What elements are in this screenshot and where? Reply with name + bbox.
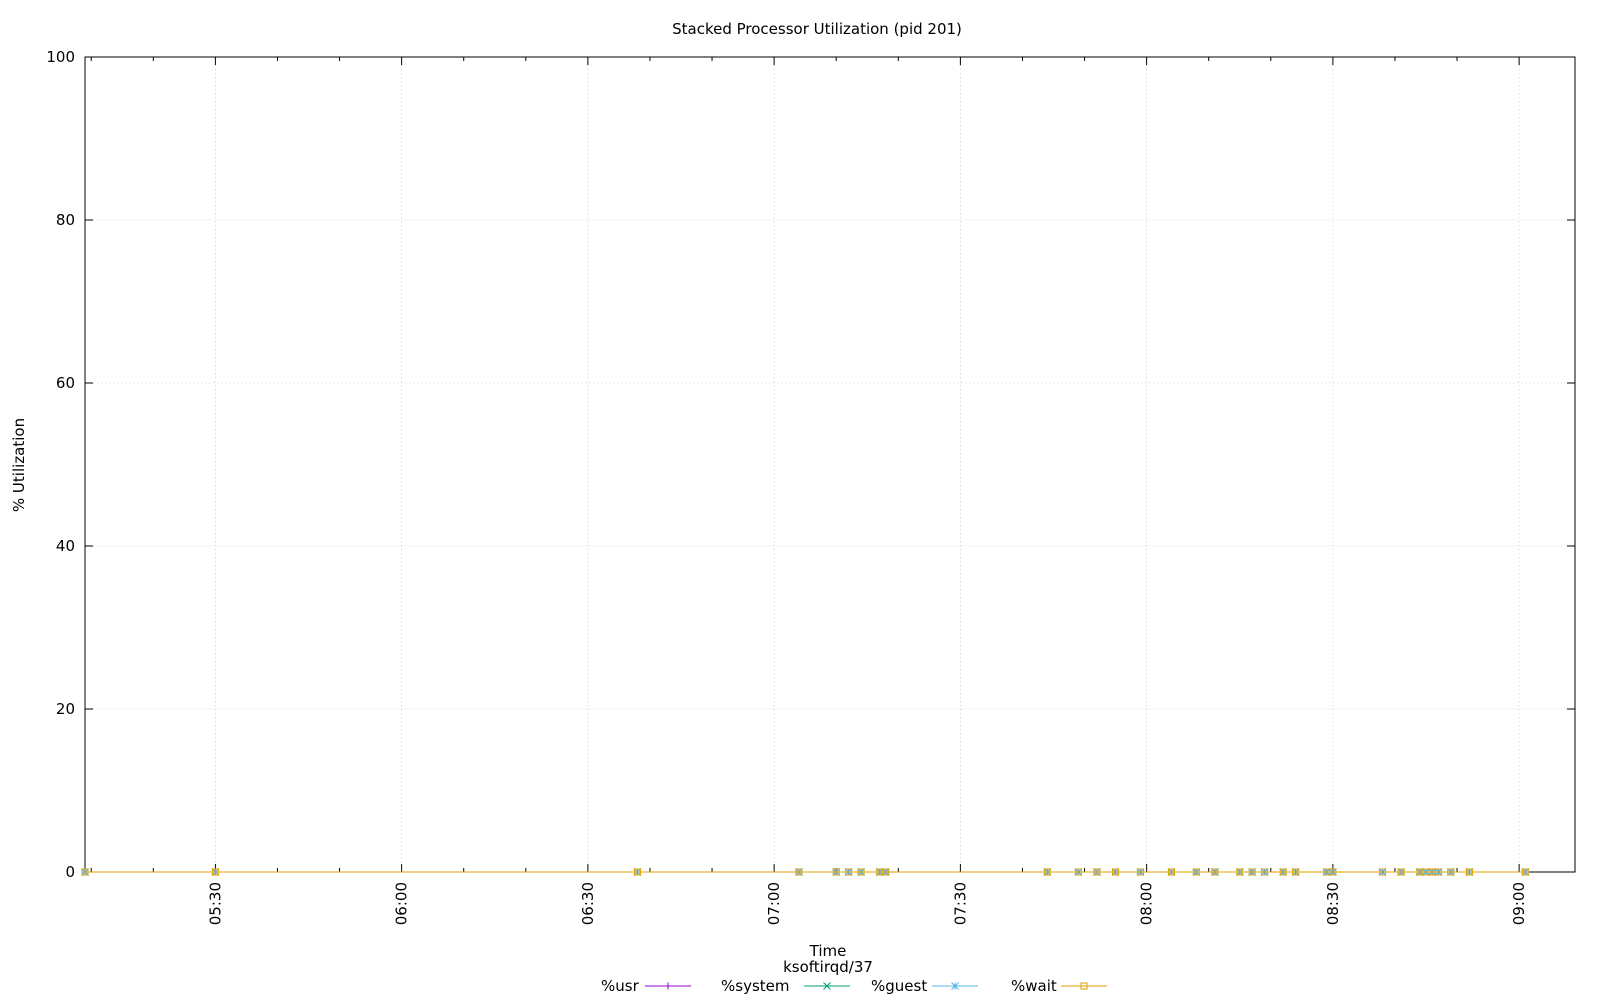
x-tick-label: 07:30 bbox=[951, 882, 969, 925]
legend-item: %wait bbox=[1011, 977, 1107, 995]
x-tick-label: 06:00 bbox=[393, 882, 411, 925]
x-tick-label: 07:00 bbox=[765, 882, 783, 925]
legend: %usr %system %guest %wait bbox=[601, 977, 1107, 995]
x-tick-label: 05:30 bbox=[206, 882, 224, 925]
legend-label: %usr bbox=[601, 977, 640, 995]
x-tick-label: 08:00 bbox=[1138, 882, 1156, 925]
plot-frame bbox=[85, 57, 1575, 872]
x-tick-label: 09:00 bbox=[1510, 882, 1528, 925]
legend-label: %system bbox=[721, 977, 789, 995]
y-tick-label: 0 bbox=[65, 863, 75, 881]
legend-item: %guest bbox=[871, 977, 978, 995]
legend-item: %system bbox=[721, 977, 850, 995]
x-tick-label: 08:30 bbox=[1324, 882, 1342, 925]
y-tick-label: 80 bbox=[56, 211, 75, 229]
y-tick-label: 20 bbox=[56, 700, 75, 718]
series-wait bbox=[82, 869, 1528, 875]
y-tick-label: 40 bbox=[56, 537, 75, 555]
x-axis-sublabel: ksoftirqd/37 bbox=[783, 958, 873, 976]
y-tick-label: 60 bbox=[56, 374, 75, 392]
legend-label: %wait bbox=[1011, 977, 1057, 995]
y-tick-label: 100 bbox=[46, 48, 75, 66]
axis-ticks: 0 20 40 60 80 100 05:30 06:00 06:30 07:00 07:30 08:… bbox=[46, 48, 1575, 925]
legend-item: %usr bbox=[601, 977, 691, 995]
series-layer bbox=[82, 869, 1529, 876]
legend-marker bbox=[665, 983, 672, 990]
grid bbox=[85, 57, 1575, 872]
legend-marker bbox=[952, 983, 959, 990]
chart-title: Stacked Processor Utilization (pid 201) bbox=[672, 20, 962, 38]
y-axis-label: % Utilization bbox=[10, 418, 28, 512]
legend-label: %guest bbox=[871, 977, 927, 995]
x-tick-label: 06:30 bbox=[579, 882, 597, 925]
